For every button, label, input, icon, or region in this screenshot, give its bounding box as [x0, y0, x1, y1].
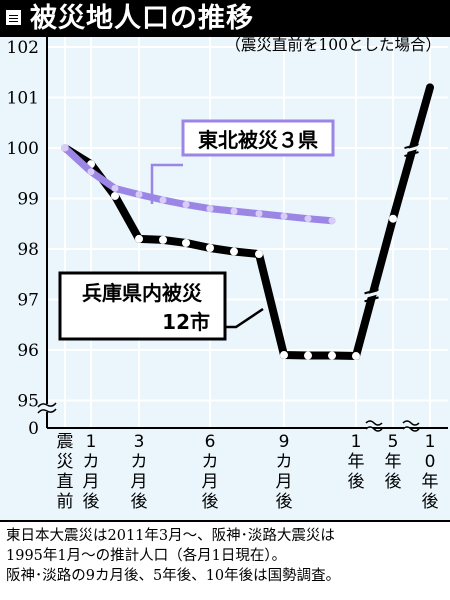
data-point: [230, 247, 238, 256]
footnote-line-3: 阪神･淡路の9カ月後、5年後、10年後は国勢調査。: [6, 568, 341, 584]
data-point: [328, 351, 336, 360]
y-tick-label: 98: [17, 240, 39, 260]
legend-leader-hyogo: [225, 307, 264, 329]
data-point: [230, 207, 238, 215]
y-axis-break-mark: [37, 402, 57, 414]
legend-box-hyogo: [58, 271, 227, 341]
line-chart: 10210110099989796950震災直前1カ月後3カ月後6カ月後9カ月後…: [7, 37, 448, 512]
x-tick-label: カ: [276, 452, 293, 472]
x-tick-label: 3: [134, 432, 145, 452]
data-point: [61, 144, 69, 152]
data-point: [111, 191, 119, 200]
x-tick-label: 前: [57, 492, 74, 512]
legend-leader-tohoku: [150, 163, 183, 204]
x-tick-label: 直: [57, 472, 74, 492]
x-tick-label: 1: [86, 432, 97, 452]
x-tick-label: 6: [205, 432, 216, 452]
square-icon: [6, 10, 21, 25]
x-tick-label: 月: [202, 472, 219, 492]
x-tick-label: 月: [83, 472, 100, 492]
line-break-mark-0: [364, 288, 379, 303]
data-point: [111, 184, 119, 192]
data-point: [389, 214, 397, 223]
y-tick-label: 96: [17, 341, 39, 361]
x-tick-label: 1: [351, 432, 362, 452]
series-line-1: [61, 144, 336, 225]
data-point: [304, 351, 312, 360]
legend-label-hyogo-1: 兵庫県内被災: [82, 281, 203, 305]
data-point: [280, 212, 288, 220]
y-tick-label: 100: [7, 139, 39, 159]
data-point: [206, 243, 214, 252]
x-tick-label: 年: [348, 452, 365, 472]
x-axis-break-mark-2: [402, 420, 420, 432]
x-tick-label: 1: [425, 432, 436, 452]
x-axis-break-mark-1: [365, 420, 383, 432]
x-tick-label: 年: [385, 452, 402, 472]
chart-footnote: 東日本大震災は2011年3月～、阪神･淡路大震災は 1995年1月～の推計人口（…: [0, 520, 450, 600]
data-point: [328, 217, 336, 225]
x-tick-label: 後: [385, 472, 402, 492]
x-tick-label: 0: [425, 452, 436, 472]
data-point: [304, 215, 312, 223]
y-tick-label: 97: [17, 291, 39, 311]
y-tick-label: 99: [17, 190, 39, 210]
data-point: [159, 196, 167, 204]
data-point: [280, 351, 288, 360]
x-tick-label: 9: [279, 432, 290, 452]
data-point: [255, 210, 263, 218]
legend-label-tohoku: 東北被災３県: [198, 128, 318, 152]
x-tick-label: 災: [57, 452, 74, 472]
x-tick-label: 後: [422, 492, 439, 512]
chart-subtitle: （震災直前を100とした場合）: [225, 37, 441, 54]
line-break-mark-1: [404, 143, 419, 158]
chart-area: 102 101 100 99 98 97 96 95 0 震災直前 1 カ月後 3 カ月後 6 カ月後 9 カ月後…: [0, 37, 450, 520]
x-tick-label: カ: [202, 452, 219, 472]
x-tick-label: 月: [131, 472, 148, 492]
x-tick-label: 震: [57, 432, 74, 452]
y-tick-label: 102: [7, 38, 39, 58]
x-tick-label: 後: [83, 492, 100, 512]
data-point: [182, 238, 190, 247]
y-tick-label: 0: [28, 419, 39, 439]
x-tick-label: 後: [131, 492, 148, 512]
x-tick-label: 後: [276, 492, 293, 512]
x-tick-label: カ: [83, 452, 100, 472]
data-point: [206, 205, 214, 213]
chart-title: 被災地人口の推移: [30, 3, 254, 34]
y-tick-label: 95: [17, 392, 39, 412]
chart-header: 被災地人口の推移: [0, 0, 450, 37]
data-point: [87, 168, 95, 176]
x-tick-label: 年: [422, 472, 439, 492]
data-point: [255, 250, 263, 259]
line-break-gap-0: [363, 290, 380, 299]
x-tick-label: カ: [131, 452, 148, 472]
line-break-gap-1: [403, 145, 420, 153]
y-tick-label: 101: [7, 89, 39, 109]
data-point: [352, 352, 360, 361]
x-tick-label: 後: [202, 492, 219, 512]
legend-label-hyogo-2: 12市: [162, 310, 210, 334]
legend-box-tohoku: [181, 119, 335, 157]
x-tick-label: 5: [388, 432, 399, 452]
footnote-line-1: 東日本大震災は2011年3月～、阪神･淡路大震災は: [6, 528, 335, 544]
x-tick-label: 月: [276, 472, 293, 492]
data-point: [182, 201, 190, 209]
x-tick-label: 後: [348, 472, 365, 492]
data-point: [159, 235, 167, 244]
data-point: [135, 234, 143, 243]
footnote-line-2: 1995年1月～の推計人口（各月1日現在）。: [6, 548, 287, 564]
data-point: [135, 190, 143, 198]
